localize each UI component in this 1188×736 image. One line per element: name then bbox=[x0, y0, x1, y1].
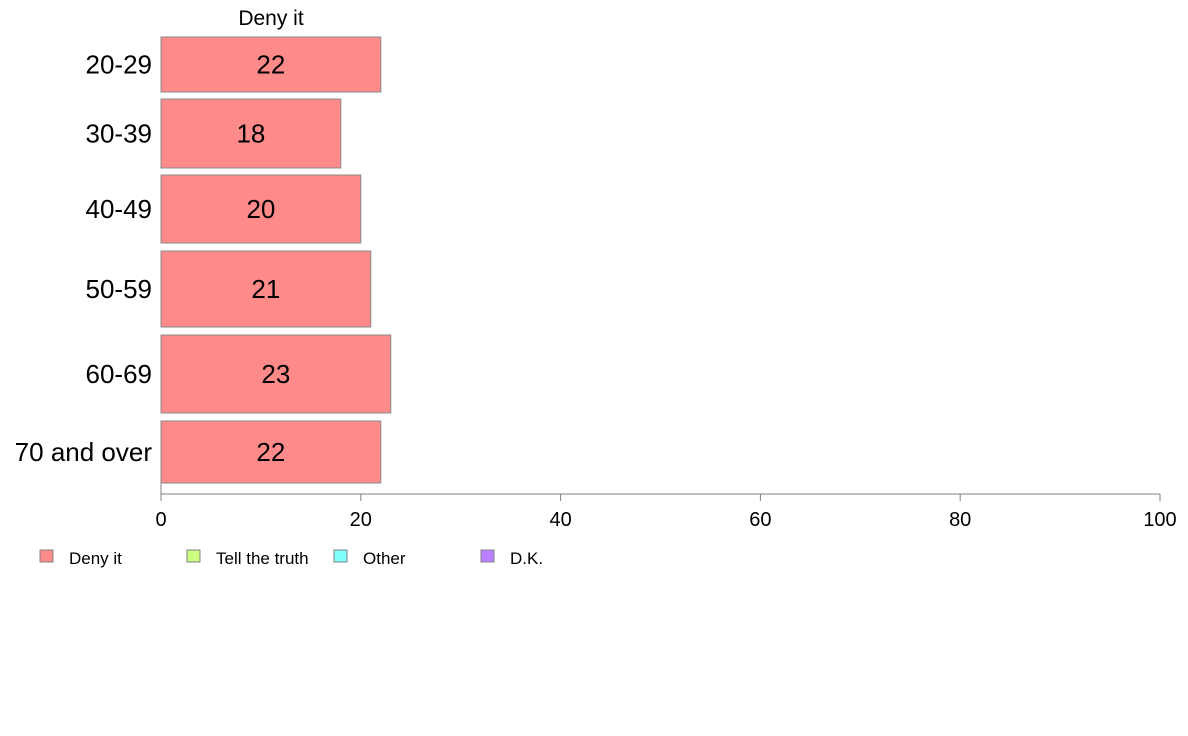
x-tick-label: 0 bbox=[155, 509, 166, 531]
x-tick-label: 80 bbox=[949, 509, 971, 531]
bar-60-69 bbox=[160, 334, 392, 414]
legend-swatch bbox=[186, 549, 201, 563]
bar-70-and-over bbox=[160, 420, 382, 484]
category-label: 70 and over bbox=[15, 437, 153, 467]
value-label: 18 bbox=[236, 119, 265, 149]
legend-label: D.K. bbox=[510, 549, 543, 568]
x-tick-label: 40 bbox=[549, 509, 571, 531]
legend-label: Tell the truth bbox=[216, 549, 309, 568]
legend-swatch bbox=[39, 549, 54, 563]
x-tick-label: 60 bbox=[749, 509, 771, 531]
bar-40-49 bbox=[160, 174, 362, 244]
legend: Deny it Tell the truth Other D.K. bbox=[39, 549, 543, 568]
category-label: 30-39 bbox=[86, 119, 153, 149]
value-label: 20 bbox=[246, 194, 275, 224]
category-label: 40-49 bbox=[86, 194, 153, 224]
value-label: 23 bbox=[261, 359, 290, 389]
legend-label: Deny it bbox=[69, 549, 122, 568]
legend-swatch bbox=[480, 549, 495, 563]
bar-50-59 bbox=[160, 250, 372, 328]
bar-20-29 bbox=[160, 36, 382, 93]
chart-title: Deny it bbox=[238, 7, 304, 30]
value-label: 22 bbox=[256, 437, 285, 467]
legend-label: Other bbox=[363, 549, 406, 568]
bars-group: 20-29 22 30-39 18 40-49 20 50-59 21 60-69 23 70 an… bbox=[15, 36, 392, 484]
bar-30-39 bbox=[160, 98, 342, 169]
category-label: 20-29 bbox=[86, 50, 153, 80]
category-label: 60-69 bbox=[86, 359, 153, 389]
value-label: 22 bbox=[256, 50, 285, 80]
legend-swatch bbox=[333, 549, 348, 563]
x-tick-label: 100 bbox=[1143, 509, 1176, 531]
value-label: 21 bbox=[251, 274, 280, 304]
x-axis: 0 20 40 60 80 100 bbox=[155, 483, 1177, 531]
x-tick-label: 20 bbox=[350, 509, 372, 531]
category-label: 50-59 bbox=[86, 274, 153, 304]
